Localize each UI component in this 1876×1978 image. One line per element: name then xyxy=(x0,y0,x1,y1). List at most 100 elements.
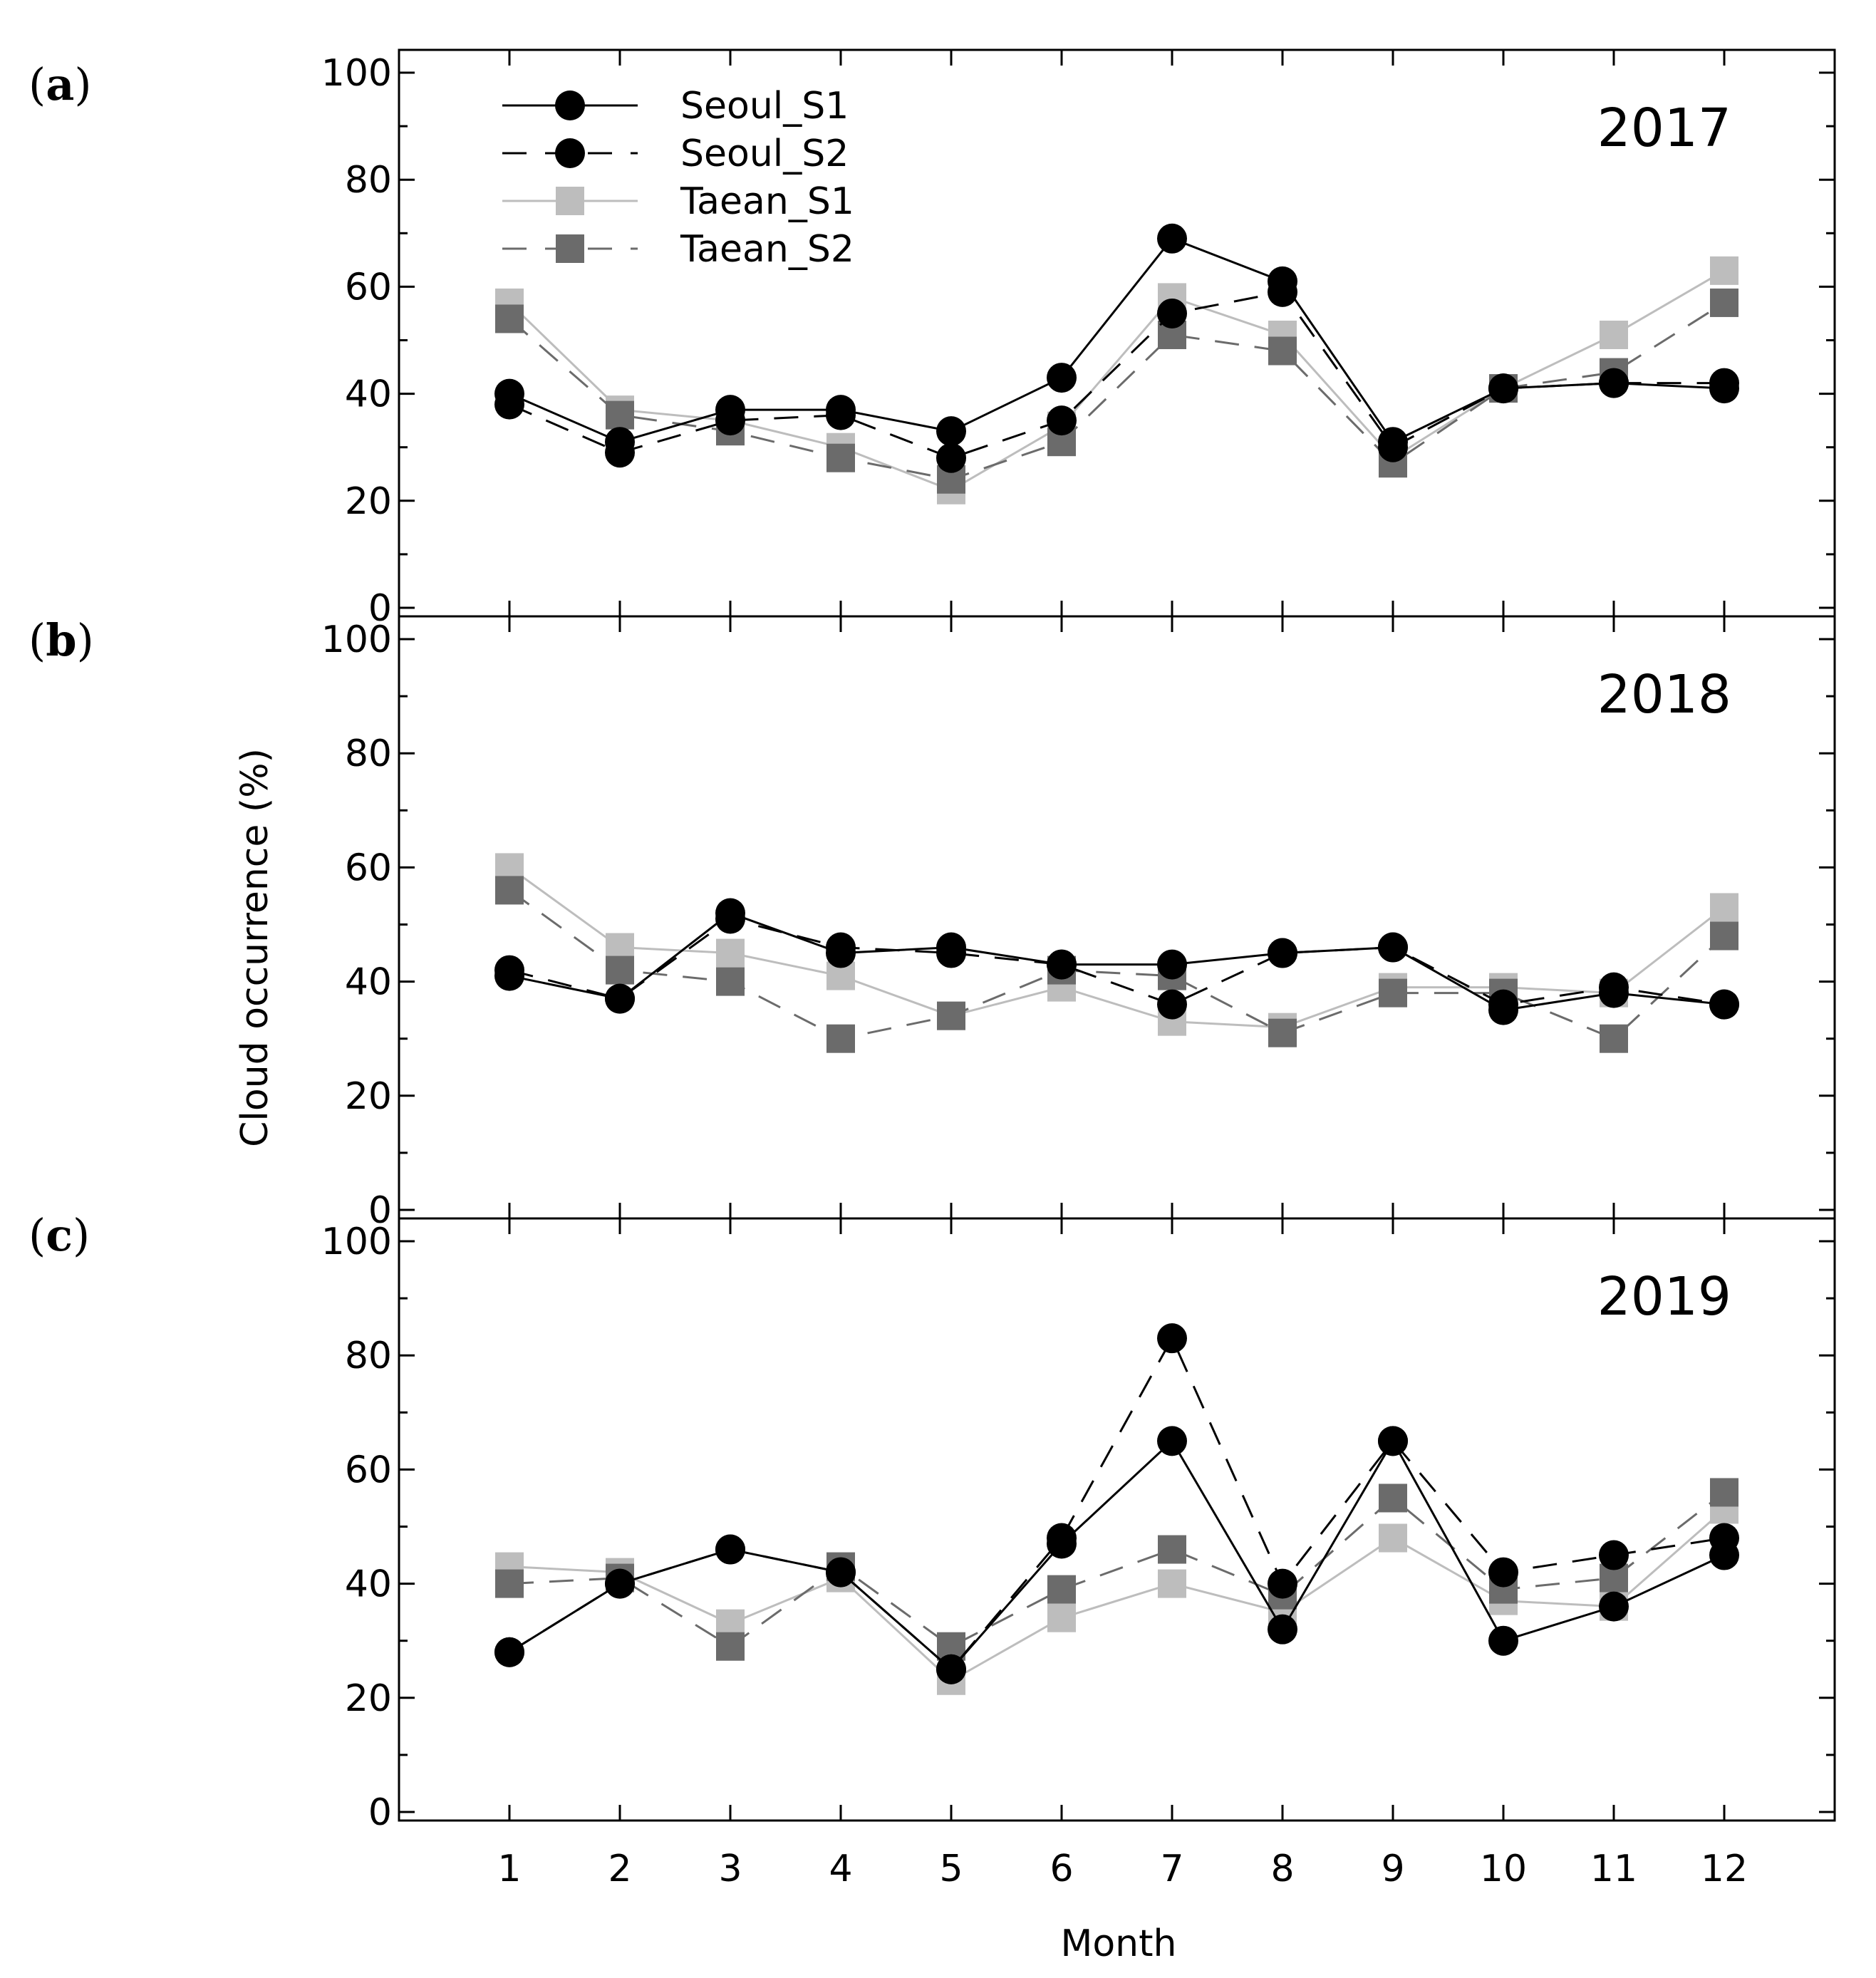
legend-item-seoul-s1: Seoul_S1 xyxy=(502,85,849,128)
y-tick-label: 40 xyxy=(345,961,392,1004)
y-tick-label: 0 xyxy=(368,1791,392,1834)
data-point xyxy=(1709,373,1739,404)
data-point xyxy=(1488,373,1518,404)
y-tick-label: 60 xyxy=(345,266,392,309)
y-tick-label: 40 xyxy=(345,373,392,416)
data-point xyxy=(1157,989,1187,1020)
data-point xyxy=(826,1557,856,1588)
series-line xyxy=(509,911,1725,1012)
panel-letter-b: (b) xyxy=(28,614,94,666)
y-tick-label: 0 xyxy=(368,587,392,630)
data-point xyxy=(1378,932,1408,963)
y-tick-label: 20 xyxy=(345,480,392,523)
data-point xyxy=(716,967,745,996)
data-point xyxy=(826,443,855,472)
series-taean-s2 xyxy=(495,1478,1738,1661)
data-point xyxy=(1600,1024,1628,1053)
chart-panel-a: 0 20 40 60 80 100 2017 xyxy=(321,48,1836,630)
data-point xyxy=(1047,1603,1076,1632)
y-tick-label: 80 xyxy=(345,732,392,775)
x-tick-label: 9 xyxy=(1381,1848,1404,1890)
series-seoul-s1 xyxy=(494,223,1739,457)
series-seoul-s2 xyxy=(494,1323,1739,1684)
y-tick-label: 100 xyxy=(321,618,392,661)
data-point xyxy=(715,1534,745,1565)
legend-marker xyxy=(555,90,585,120)
data-point xyxy=(494,960,524,991)
data-point xyxy=(495,876,524,905)
panel-title-year: 2017 xyxy=(1597,98,1731,159)
x-tick-label: 3 xyxy=(718,1848,742,1890)
y-tick-label: 100 xyxy=(321,1221,392,1263)
data-point xyxy=(716,1632,745,1661)
data-point xyxy=(1710,921,1738,951)
data-point xyxy=(1379,1523,1407,1553)
plot-frame xyxy=(398,1217,1836,1822)
y-tick-label: 100 xyxy=(321,52,392,95)
legend-marker xyxy=(555,138,585,168)
data-point xyxy=(1378,427,1408,457)
x-tick-label: 11 xyxy=(1590,1848,1637,1890)
data-point xyxy=(1157,1426,1187,1456)
data-point xyxy=(1378,1426,1408,1456)
data-point xyxy=(1600,320,1628,349)
x-tick-label: 10 xyxy=(1480,1848,1527,1890)
series-line xyxy=(509,1508,1725,1682)
data-point xyxy=(495,1569,524,1598)
panels: 0204060801002017020406080100201802040608… xyxy=(321,48,1836,1890)
legend-marker xyxy=(556,187,584,215)
data-point xyxy=(1599,1540,1629,1570)
data-point xyxy=(1268,1614,1297,1645)
data-point xyxy=(936,932,966,963)
data-point xyxy=(1599,978,1629,1008)
data-point xyxy=(1047,363,1077,393)
data-point xyxy=(1268,1018,1297,1047)
series-line xyxy=(509,866,1725,1029)
legend-marker xyxy=(556,234,584,263)
data-point xyxy=(1158,1569,1186,1598)
chart-panel-b: 0 20 40 60 80 100 2018 xyxy=(321,615,1836,1232)
legend-label: Seoul_S2 xyxy=(680,133,849,175)
data-point xyxy=(937,1001,965,1030)
legend: Seoul_S1 Seoul_S2 Taean_S1 Taean_S2 xyxy=(502,85,854,271)
data-point xyxy=(1157,223,1187,254)
data-point xyxy=(1047,405,1077,436)
x-tick-label: 5 xyxy=(939,1848,963,1890)
series-line xyxy=(509,301,1725,481)
series-seoul-s1 xyxy=(494,1426,1739,1684)
data-point xyxy=(1047,1575,1076,1604)
series-seoul-s1 xyxy=(494,898,1739,1025)
data-point xyxy=(606,956,634,985)
data-point xyxy=(826,1024,855,1053)
data-point xyxy=(1268,1568,1297,1599)
panel-letter-c: (c) xyxy=(28,1209,90,1261)
data-point xyxy=(1157,1323,1187,1354)
x-tick-label: 1 xyxy=(497,1848,521,1890)
data-point xyxy=(605,427,635,457)
data-point xyxy=(715,898,745,928)
data-point xyxy=(1047,1528,1077,1559)
data-point xyxy=(1599,1591,1629,1622)
data-point xyxy=(1488,1625,1518,1656)
x-tick-label: 2 xyxy=(608,1848,631,1890)
data-point xyxy=(1488,1557,1518,1588)
data-point xyxy=(715,395,745,425)
x-tick-label: 6 xyxy=(1050,1848,1073,1890)
y-tick-label: 60 xyxy=(345,1449,392,1491)
data-point xyxy=(1268,266,1297,296)
data-point xyxy=(494,378,524,409)
y-tick-label: 20 xyxy=(345,1677,392,1720)
data-point xyxy=(826,938,856,968)
series-line xyxy=(509,1439,1725,1671)
series-line xyxy=(509,1335,1725,1671)
data-point xyxy=(1710,893,1738,922)
data-point xyxy=(1709,989,1739,1020)
x-tick-label: 8 xyxy=(1270,1848,1294,1890)
legend-label: Taean_S2 xyxy=(680,228,854,271)
data-point xyxy=(494,1637,524,1667)
legend-label: Seoul_S1 xyxy=(680,85,849,128)
series-line xyxy=(509,917,1725,1006)
data-point xyxy=(1158,1535,1186,1564)
